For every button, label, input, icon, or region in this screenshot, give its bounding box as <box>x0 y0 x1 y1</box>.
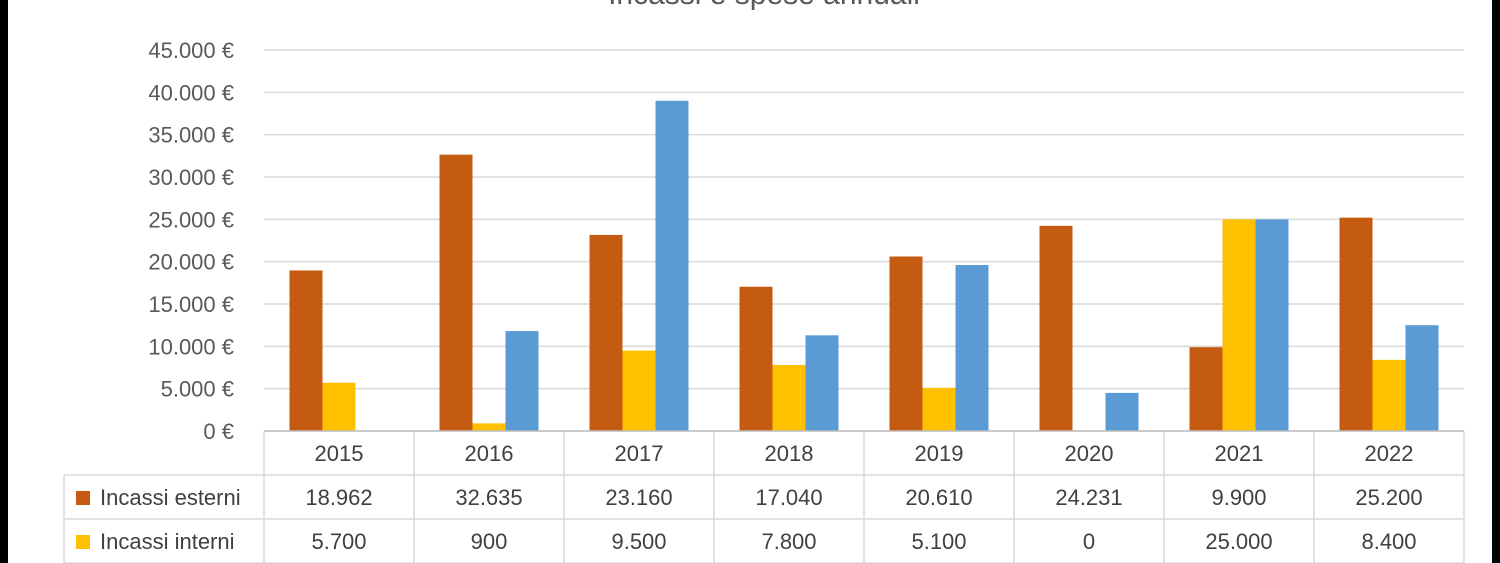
data-cell: 25.000 <box>1205 529 1272 554</box>
data-cell: 18.962 <box>305 485 372 510</box>
y-axis-ticks: 0 € 5.000 € 10.000 € 15.000 € 20.000 € 25.000… <box>148 38 234 444</box>
data-cell: 0 <box>1083 529 1095 554</box>
data-cell: 5.700 <box>311 529 366 554</box>
data-cell: 5.100 <box>911 529 966 554</box>
category-label: 2020 <box>1065 441 1114 466</box>
data-cell: 32.635 <box>455 485 522 510</box>
y-tick-label: 45.000 € <box>148 38 234 63</box>
bars <box>289 100 1439 432</box>
bar <box>589 234 623 431</box>
bar <box>439 154 473 431</box>
bar <box>622 350 656 431</box>
legend-swatch <box>76 535 90 549</box>
y-tick-label: 25.000 € <box>148 207 234 232</box>
y-tick-label: 15.000 € <box>148 292 234 317</box>
bar <box>1255 219 1289 431</box>
data-cell: 20.610 <box>905 485 972 510</box>
y-tick-label: 30.000 € <box>148 165 234 190</box>
bar <box>1105 392 1139 431</box>
y-tick-label: 10.000 € <box>148 334 234 359</box>
bar <box>472 423 506 431</box>
data-table: 2015 2016 2017 2018 2019 2020 2021 2022 Incassi … <box>63 430 1465 563</box>
data-cell: 7.800 <box>761 529 816 554</box>
bar <box>772 364 806 431</box>
legend-label: Incassi interni <box>100 529 235 554</box>
y-tick-label: 5.000 € <box>161 377 234 402</box>
data-cell: 17.040 <box>755 485 822 510</box>
legend-swatch <box>76 491 90 505</box>
category-label: 2016 <box>465 441 514 466</box>
legend-label: Incassi esterni <box>100 485 241 510</box>
bar <box>739 286 773 431</box>
y-tick-label: 20.000 € <box>148 250 234 275</box>
category-label: 2017 <box>615 441 664 466</box>
y-tick-label: 0 € <box>203 419 234 444</box>
bar <box>505 331 539 431</box>
data-cell: 25.200 <box>1355 485 1422 510</box>
category-label: 2022 <box>1365 441 1414 466</box>
category-label: 2018 <box>765 441 814 466</box>
bar <box>955 265 989 431</box>
chart-title: Incassi e spese annuali <box>608 0 920 11</box>
bar <box>889 256 923 431</box>
bar <box>322 382 356 431</box>
category-label: 2021 <box>1215 441 1264 466</box>
chart-panel: Incassi e spese annuali 0 € 5.000 € 10.000… <box>8 0 1492 563</box>
bar <box>805 335 839 431</box>
data-cell: 8.400 <box>1361 529 1416 554</box>
y-tick-label: 40.000 € <box>148 80 234 105</box>
bar <box>922 387 956 431</box>
bar <box>1189 347 1223 431</box>
category-label: 2019 <box>915 441 964 466</box>
bar <box>289 270 323 431</box>
data-cell: 24.231 <box>1055 485 1122 510</box>
bar <box>655 100 689 432</box>
data-cell: 9.900 <box>1211 485 1266 510</box>
bar <box>1222 219 1256 431</box>
bar <box>1372 359 1406 431</box>
bar <box>1405 325 1439 431</box>
data-cell: 900 <box>471 529 508 554</box>
data-cell: 9.500 <box>611 529 666 554</box>
y-tick-label: 35.000 € <box>148 123 234 148</box>
data-cell: 23.160 <box>605 485 672 510</box>
bar <box>1339 217 1373 431</box>
category-label: 2015 <box>315 441 364 466</box>
bar-chart: Incassi e spese annuali 0 € 5.000 € 10.000… <box>63 0 1465 563</box>
bar <box>1039 225 1073 431</box>
